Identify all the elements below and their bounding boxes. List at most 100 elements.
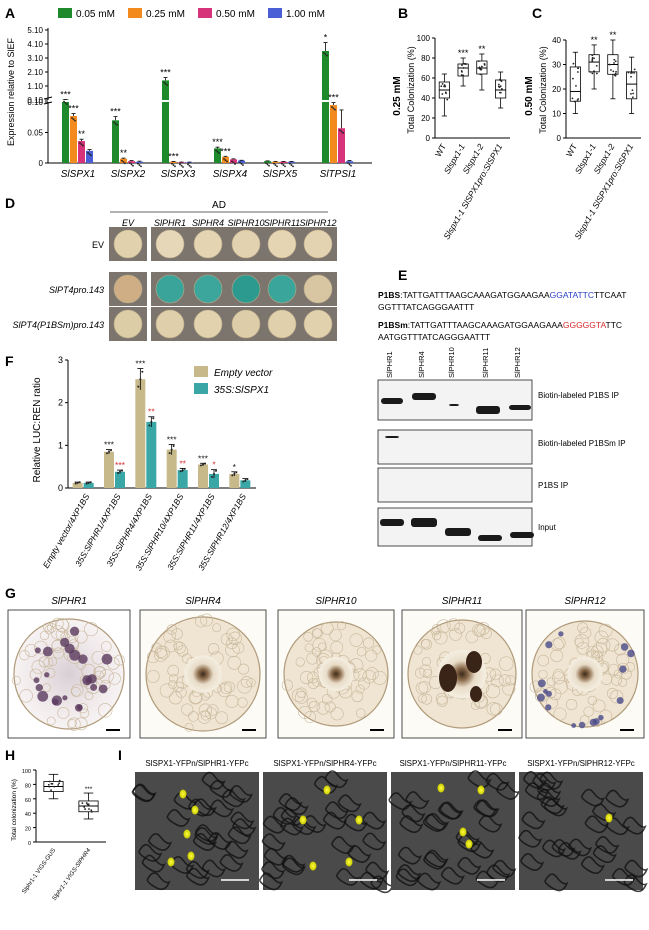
data-dot bbox=[187, 163, 189, 166]
data-dot bbox=[139, 378, 142, 381]
cell-outline bbox=[353, 668, 367, 682]
protein-band bbox=[476, 406, 500, 414]
stained-cell bbox=[33, 677, 40, 684]
cell-outline bbox=[349, 633, 363, 647]
cell-wall bbox=[281, 857, 306, 876]
cell-outline bbox=[304, 643, 314, 653]
legend-entry: 0.05 mM bbox=[76, 9, 115, 20]
protein-band bbox=[385, 436, 399, 438]
data-dot bbox=[613, 62, 615, 64]
cell-wall bbox=[405, 791, 430, 810]
blot-label: Biotin-labeled P1BS IP bbox=[538, 391, 619, 400]
gene-label: SlSPX1 bbox=[61, 169, 95, 180]
cell-wall bbox=[486, 864, 511, 883]
panel-d-yeast-grid: EV SlPHR1 SlPHR4 SlPHR10 SlPHR11 SlPHR12 EV SlP… bbox=[12, 218, 337, 341]
data-dot bbox=[615, 70, 617, 73]
cell-outline bbox=[321, 694, 333, 705]
cell-wall bbox=[595, 835, 620, 854]
stained-cell bbox=[64, 643, 75, 654]
protein-band bbox=[478, 535, 502, 541]
panel-i-letter: I bbox=[118, 747, 122, 763]
significance-mark: *** bbox=[115, 460, 126, 470]
cell-outline bbox=[31, 660, 46, 674]
data-dot bbox=[121, 469, 123, 472]
data-dot bbox=[89, 481, 92, 484]
cell-outline bbox=[303, 631, 314, 642]
data-dot bbox=[74, 482, 77, 485]
data-dot bbox=[88, 153, 91, 156]
bar bbox=[72, 482, 83, 488]
data-dot bbox=[577, 98, 580, 100]
cell-outline bbox=[550, 649, 564, 663]
yeast-colony bbox=[193, 309, 223, 339]
cell-outline bbox=[351, 690, 364, 703]
yfp-nucleus bbox=[477, 785, 485, 795]
yeast-colony bbox=[113, 274, 143, 304]
cell-wall bbox=[399, 815, 424, 834]
cell-wall bbox=[146, 872, 171, 891]
data-dot bbox=[117, 471, 119, 474]
data-dot bbox=[571, 97, 574, 100]
cell-outline bbox=[219, 681, 233, 694]
panel-a-letter: A bbox=[5, 5, 15, 21]
cell-outline bbox=[74, 717, 88, 731]
data-dot bbox=[500, 87, 503, 90]
cell-outline bbox=[225, 694, 239, 708]
bar bbox=[322, 102, 329, 163]
cell-wall bbox=[201, 859, 227, 878]
data-dot bbox=[292, 165, 294, 168]
cell-outline bbox=[490, 674, 504, 688]
protein-band bbox=[380, 519, 404, 526]
stained-region bbox=[466, 651, 482, 673]
cell-outline bbox=[42, 622, 52, 632]
data-dot bbox=[631, 89, 634, 92]
panel-i: I SlSPX1-YFPn/SlPHR1-YFPc SlSPX1-YFPn/SlP… bbox=[118, 747, 649, 894]
cell-outline bbox=[212, 623, 222, 633]
cell-outline bbox=[100, 641, 112, 652]
data-dot bbox=[57, 784, 60, 786]
data-dot bbox=[462, 67, 465, 69]
cell-wall bbox=[194, 827, 219, 845]
cell-outline bbox=[594, 630, 609, 645]
cell-outline bbox=[226, 637, 238, 650]
significance-mark: *** bbox=[167, 434, 178, 444]
cell-outline bbox=[553, 637, 566, 650]
bar bbox=[166, 449, 177, 488]
cell-wall bbox=[622, 816, 647, 835]
data-dot bbox=[87, 804, 90, 807]
cell-wall bbox=[258, 872, 284, 891]
data-dot bbox=[500, 80, 503, 83]
cell-wall bbox=[201, 771, 226, 790]
data-dot bbox=[48, 780, 51, 783]
cell-outline bbox=[207, 643, 220, 655]
data-dot bbox=[591, 58, 594, 61]
data-dot bbox=[589, 71, 592, 73]
bar bbox=[238, 160, 245, 163]
data-dot bbox=[164, 82, 167, 85]
data-dot bbox=[87, 481, 90, 484]
tick-label: 80 bbox=[421, 54, 430, 63]
legend-swatch bbox=[58, 8, 72, 18]
data-dot bbox=[71, 117, 73, 119]
cell-outline bbox=[499, 656, 514, 671]
cell-wall bbox=[521, 811, 546, 830]
bar bbox=[346, 161, 353, 163]
data-dot bbox=[79, 142, 81, 144]
cell-outline bbox=[240, 676, 253, 688]
yeast-colony bbox=[155, 274, 185, 304]
cell-outline bbox=[79, 708, 90, 719]
cell-wall bbox=[623, 874, 648, 893]
cell-wall bbox=[185, 860, 210, 879]
panel-i-images: SlSPX1-YFPn/SlPHR1-YFPc SlSPX1-YFPn/SlPHR… bbox=[131, 759, 649, 894]
data-dot bbox=[87, 151, 89, 154]
cell-outline bbox=[356, 646, 367, 657]
micrograph-title: SlPHR4 bbox=[185, 596, 221, 607]
cell-outline bbox=[414, 667, 426, 679]
data-dot bbox=[183, 467, 186, 470]
data-dot bbox=[85, 802, 88, 804]
data-dot bbox=[342, 131, 344, 134]
cell-wall bbox=[470, 840, 495, 859]
data-dot bbox=[226, 160, 228, 163]
bar bbox=[240, 480, 251, 488]
cell-outline bbox=[436, 692, 448, 705]
